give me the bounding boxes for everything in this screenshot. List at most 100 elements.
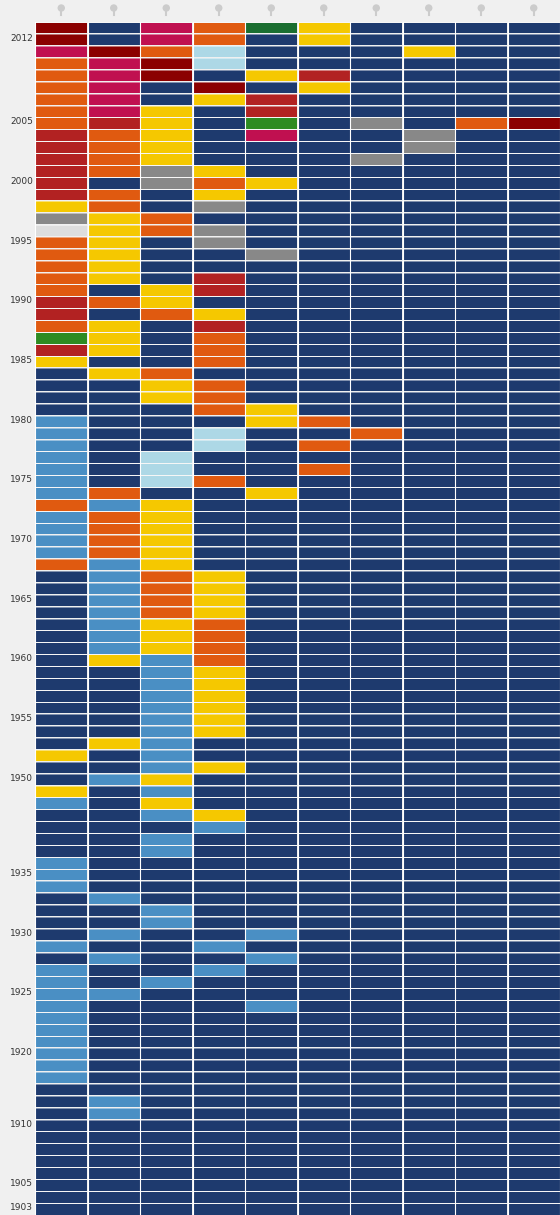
Bar xyxy=(35,667,87,678)
Bar xyxy=(508,333,559,344)
Bar xyxy=(403,608,455,618)
Bar xyxy=(245,165,297,176)
Bar xyxy=(351,405,402,416)
Bar xyxy=(245,702,297,713)
Bar xyxy=(508,417,559,428)
Bar xyxy=(351,214,402,225)
Bar xyxy=(35,70,87,81)
Bar xyxy=(403,46,455,57)
Bar xyxy=(35,1012,87,1023)
Bar xyxy=(351,1120,402,1131)
Bar xyxy=(88,380,139,391)
Bar xyxy=(35,762,87,773)
Bar xyxy=(455,1155,507,1166)
Bar xyxy=(35,1204,87,1215)
Circle shape xyxy=(478,5,484,11)
Bar xyxy=(193,631,245,642)
Bar xyxy=(298,595,349,606)
Bar xyxy=(141,1132,192,1143)
Bar xyxy=(245,154,297,165)
Bar xyxy=(403,249,455,260)
Bar xyxy=(351,608,402,618)
Bar xyxy=(455,58,507,69)
Bar xyxy=(35,1108,87,1119)
Bar xyxy=(455,273,507,284)
Bar xyxy=(35,154,87,165)
Bar xyxy=(88,428,139,439)
Bar xyxy=(88,177,139,188)
Bar xyxy=(245,464,297,475)
Bar xyxy=(351,34,402,45)
Bar xyxy=(403,476,455,487)
Bar xyxy=(403,655,455,666)
Bar xyxy=(508,368,559,379)
Bar xyxy=(455,690,507,701)
Bar xyxy=(403,202,455,213)
Bar xyxy=(455,237,507,248)
Bar xyxy=(351,70,402,81)
Bar xyxy=(508,1168,559,1179)
Bar xyxy=(298,321,349,332)
Bar xyxy=(403,487,455,498)
Bar xyxy=(193,989,245,1000)
Bar xyxy=(298,810,349,821)
Bar xyxy=(193,499,245,510)
Bar xyxy=(455,23,507,34)
Bar xyxy=(455,595,507,606)
Bar xyxy=(245,296,297,307)
Bar xyxy=(455,345,507,356)
Bar xyxy=(508,70,559,81)
Bar xyxy=(508,1024,559,1035)
Bar xyxy=(88,261,139,272)
Bar xyxy=(245,810,297,821)
Bar xyxy=(193,190,245,200)
Bar xyxy=(35,942,87,953)
Bar xyxy=(141,929,192,940)
Bar xyxy=(455,452,507,463)
Bar xyxy=(245,548,297,559)
Bar xyxy=(141,154,192,165)
Bar xyxy=(88,1204,139,1215)
Bar xyxy=(88,345,139,356)
Bar xyxy=(88,1036,139,1047)
Bar xyxy=(193,1155,245,1166)
Bar xyxy=(351,440,402,451)
Bar xyxy=(351,417,402,428)
Bar xyxy=(193,618,245,629)
Bar xyxy=(508,202,559,213)
Bar xyxy=(455,989,507,1000)
Bar xyxy=(298,1012,349,1023)
Bar xyxy=(88,750,139,761)
Bar xyxy=(141,286,192,296)
Bar xyxy=(298,476,349,487)
Bar xyxy=(298,94,349,104)
Bar xyxy=(298,273,349,284)
Bar xyxy=(403,464,455,475)
Bar xyxy=(141,476,192,487)
Text: 1970: 1970 xyxy=(10,535,33,544)
Bar xyxy=(88,94,139,104)
Bar xyxy=(351,965,402,976)
Bar xyxy=(35,368,87,379)
Bar xyxy=(35,345,87,356)
Bar xyxy=(141,977,192,988)
Bar xyxy=(508,810,559,821)
Bar xyxy=(508,512,559,522)
Bar xyxy=(35,321,87,332)
Bar xyxy=(141,846,192,857)
Bar xyxy=(298,618,349,629)
Bar xyxy=(298,1001,349,1012)
Bar xyxy=(245,380,297,391)
Bar xyxy=(193,392,245,403)
Bar xyxy=(88,1155,139,1166)
Bar xyxy=(88,942,139,953)
Bar xyxy=(88,1061,139,1072)
Bar xyxy=(245,309,297,320)
Bar xyxy=(403,942,455,953)
Bar xyxy=(35,440,87,451)
Bar xyxy=(403,58,455,69)
Bar xyxy=(88,142,139,153)
Bar xyxy=(245,714,297,725)
Bar xyxy=(403,536,455,547)
Bar xyxy=(403,727,455,738)
